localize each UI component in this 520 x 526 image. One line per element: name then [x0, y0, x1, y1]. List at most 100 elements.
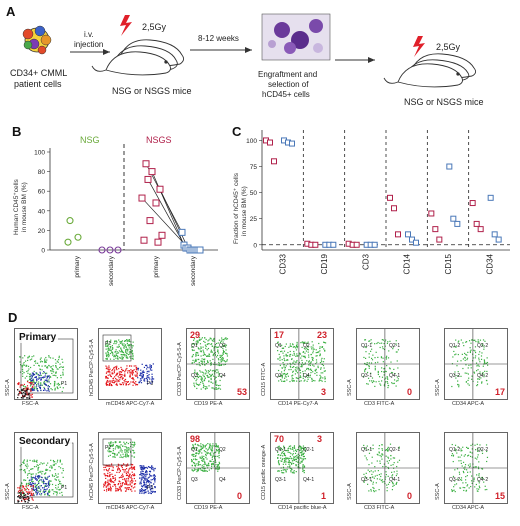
facs-event	[225, 344, 228, 346]
facs-event	[198, 445, 200, 447]
facs-event	[387, 382, 389, 384]
facs-event	[192, 342, 194, 345]
facs-event	[301, 453, 303, 455]
facs-event	[464, 464, 467, 466]
facs-event	[202, 445, 205, 447]
facs-event	[134, 443, 136, 446]
facs-event	[205, 345, 207, 347]
facs-event	[111, 445, 113, 447]
facs-event	[104, 482, 106, 484]
facs-event	[140, 471, 142, 473]
facs-event	[122, 354, 124, 356]
facs-event	[151, 468, 153, 470]
facs-event	[371, 377, 374, 379]
facs-event	[373, 477, 375, 479]
facs-event	[57, 483, 60, 486]
facs-event	[149, 471, 152, 473]
facs-event	[318, 379, 321, 381]
data-point-blue	[450, 215, 457, 222]
facs-event	[372, 447, 374, 450]
gate-label: P3	[147, 381, 154, 387]
facs-event	[117, 372, 119, 374]
facs-event	[22, 357, 24, 359]
facs-event	[144, 466, 146, 469]
facs-event	[463, 489, 465, 492]
facs-event	[302, 453, 304, 455]
facs-event	[106, 381, 109, 383]
facs-event	[121, 351, 123, 353]
facs-event	[129, 374, 131, 377]
facs-event	[125, 474, 128, 477]
facs-event	[38, 365, 40, 367]
facs-event	[290, 448, 292, 450]
facs-event	[123, 379, 125, 382]
facs-event	[383, 384, 385, 386]
facs-event	[41, 463, 44, 465]
facs-event	[314, 372, 316, 375]
facs-event	[114, 380, 116, 382]
patient-label-line1: CD34+ CMML	[10, 68, 68, 78]
facs-event	[218, 361, 220, 364]
gate-label: Q2	[219, 343, 226, 349]
facs-event	[54, 359, 57, 361]
facs-event	[19, 469, 21, 471]
x-tick-label: CD19	[320, 253, 329, 274]
facs-event	[286, 373, 288, 376]
facs-event	[296, 372, 299, 374]
facs-event	[392, 485, 394, 487]
facs-event	[124, 371, 126, 373]
facs-event	[128, 344, 130, 347]
facs-event	[31, 479, 33, 481]
facs-event	[42, 389, 45, 392]
data-point-red	[312, 241, 319, 248]
facs-event	[287, 466, 289, 468]
facs-event	[477, 448, 479, 450]
facs-event	[458, 384, 460, 386]
facs-event	[106, 341, 108, 343]
facs-event	[191, 454, 193, 456]
facs-event	[60, 374, 62, 377]
facs-event	[30, 483, 33, 486]
facs-event	[124, 449, 126, 451]
facs-event	[126, 453, 128, 455]
facs-event	[191, 469, 193, 471]
facs-event	[125, 483, 128, 486]
facs-event	[136, 374, 138, 376]
facs-x-label: CD34 APC-A	[452, 505, 485, 511]
row-label-secondary: Secondary	[17, 436, 73, 447]
facs-event	[397, 349, 400, 351]
facs-event	[143, 489, 145, 491]
facs-event	[397, 367, 399, 369]
facs-event	[43, 487, 45, 489]
facs-event	[127, 447, 129, 449]
facs-event	[137, 367, 140, 370]
facs-event	[285, 461, 287, 463]
facs-event	[462, 358, 464, 360]
facs-event	[451, 453, 454, 455]
facs-event	[29, 479, 31, 481]
facs-event	[51, 389, 53, 391]
data-point-nsgs-secondary	[190, 246, 198, 254]
facs-event	[150, 382, 152, 385]
facs-event	[124, 373, 126, 375]
facs-event	[397, 461, 399, 463]
facs-event	[103, 486, 105, 488]
facs-event	[200, 448, 202, 450]
facs-event	[135, 375, 137, 377]
paired-line	[159, 189, 189, 249]
facs-event	[465, 353, 467, 356]
facs-event	[111, 373, 113, 375]
facs-event	[118, 488, 120, 491]
facs-event	[211, 463, 213, 465]
facs-event	[210, 377, 212, 379]
facs-event	[22, 389, 24, 391]
facs-event	[203, 375, 205, 378]
facs-event	[213, 455, 215, 457]
facs-event	[38, 377, 41, 379]
facs-event	[451, 443, 453, 446]
facs-event	[36, 464, 38, 466]
facs-event	[56, 383, 58, 385]
facs-event	[216, 466, 218, 468]
facs-event	[198, 364, 200, 366]
facs-event	[124, 381, 126, 383]
